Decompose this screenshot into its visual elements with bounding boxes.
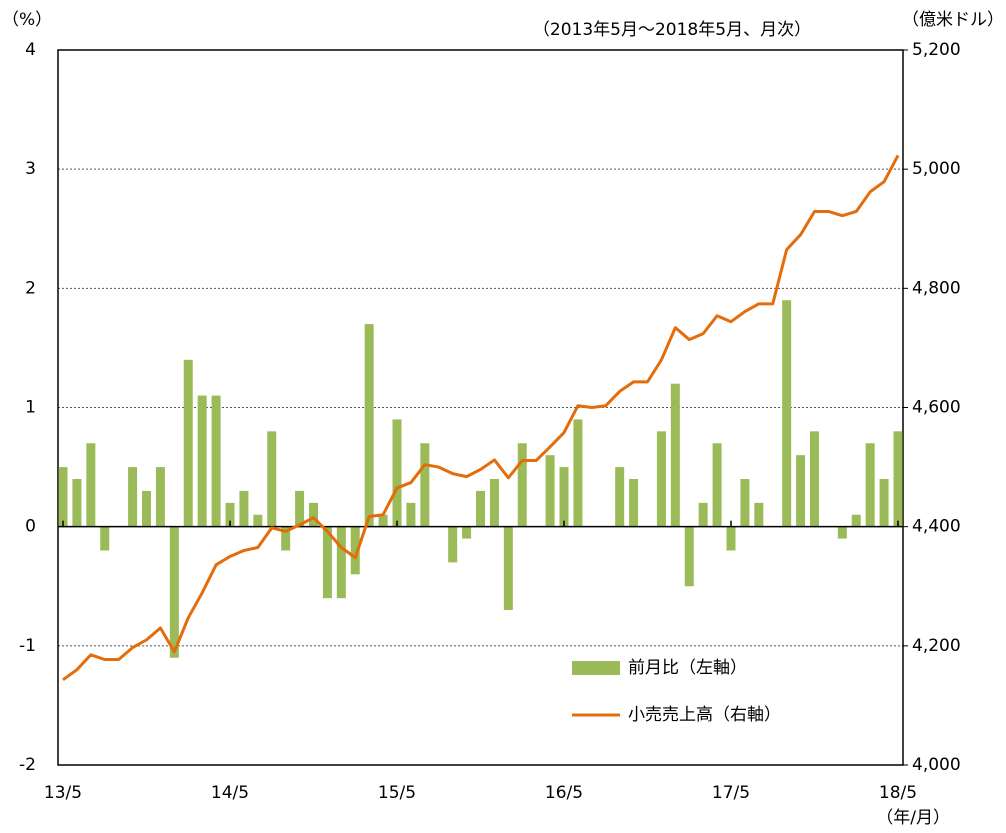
y-tick-label: 1	[25, 398, 36, 418]
y-tick-label: -1	[19, 636, 36, 656]
bar	[851, 514, 861, 527]
bar	[100, 526, 110, 551]
bar	[559, 467, 569, 527]
y-tick-label: 4	[25, 40, 36, 60]
bar	[489, 479, 499, 527]
line	[62, 154, 900, 682]
bar	[58, 467, 68, 527]
bar	[155, 467, 165, 527]
bar	[420, 443, 430, 527]
bar	[754, 502, 764, 527]
bar	[684, 526, 694, 587]
x-axis-label: （年/月）	[876, 808, 950, 828]
bar	[406, 502, 416, 527]
plot-frame	[57, 49, 904, 766]
x-tick-label: 14/5	[211, 783, 249, 803]
bar	[392, 419, 402, 527]
bar	[656, 431, 666, 527]
bar	[281, 526, 291, 551]
x-tick-label: 18/5	[879, 783, 917, 803]
bar	[740, 479, 750, 527]
bar	[364, 324, 374, 527]
bar	[810, 431, 819, 527]
bar	[782, 300, 792, 527]
bar	[253, 514, 263, 527]
y2-tick-label: 5,200	[912, 40, 961, 60]
bar	[378, 514, 388, 527]
bar	[698, 502, 708, 527]
bar	[225, 502, 235, 527]
bar	[211, 395, 221, 527]
bar	[615, 467, 625, 527]
bar	[796, 455, 806, 527]
bar	[629, 479, 639, 527]
bar	[893, 431, 903, 527]
bar	[726, 526, 736, 551]
x-tick-label: 17/5	[712, 783, 750, 803]
bar	[670, 383, 680, 527]
bar	[573, 419, 583, 527]
bar	[865, 443, 875, 527]
y-axis-label: （%）	[2, 10, 52, 30]
bar	[128, 467, 138, 527]
bar	[309, 502, 318, 527]
bar	[142, 490, 151, 527]
bar	[322, 526, 332, 599]
bar	[336, 526, 346, 599]
y-tick-label: 3	[25, 159, 36, 179]
legend-label: 前月比（左軸）	[628, 658, 747, 678]
bar	[462, 526, 472, 539]
bar	[517, 443, 527, 527]
legend-swatch	[572, 661, 620, 675]
bar	[267, 431, 277, 527]
bar	[503, 526, 513, 611]
x-tick-label: 16/5	[545, 783, 583, 803]
bar	[545, 455, 555, 527]
bar	[169, 526, 179, 658]
chart-subtitle: （2013年5月～2018年5月、月次）	[533, 20, 811, 40]
bar	[879, 479, 889, 527]
y2-tick-label: 5,000	[912, 159, 961, 179]
y2-axis-label: （億米ドル）	[902, 10, 1004, 30]
bar	[239, 490, 249, 527]
y2-tick-label: 4,400	[912, 517, 961, 537]
y2-tick-label: 4,600	[912, 398, 961, 418]
bar	[712, 443, 722, 527]
y-tick-label: -2	[19, 755, 36, 775]
bar	[476, 490, 485, 527]
bar	[448, 526, 458, 563]
y2-tick-label: 4,000	[912, 755, 961, 775]
bar	[197, 395, 207, 527]
bar	[295, 490, 305, 527]
bar	[72, 479, 82, 527]
bar	[86, 443, 96, 527]
y-tick-label: 0	[25, 517, 36, 537]
y2-tick-label: 4,800	[912, 278, 961, 298]
bar	[350, 526, 360, 575]
legend-label: 小売売上高（右軸）	[628, 705, 781, 725]
y-tick-label: 2	[25, 278, 36, 298]
x-tick-label: 13/5	[44, 783, 82, 803]
x-tick-label: 15/5	[378, 783, 416, 803]
bar	[837, 526, 847, 539]
bar	[183, 359, 193, 527]
y2-tick-label: 4,200	[912, 636, 961, 656]
